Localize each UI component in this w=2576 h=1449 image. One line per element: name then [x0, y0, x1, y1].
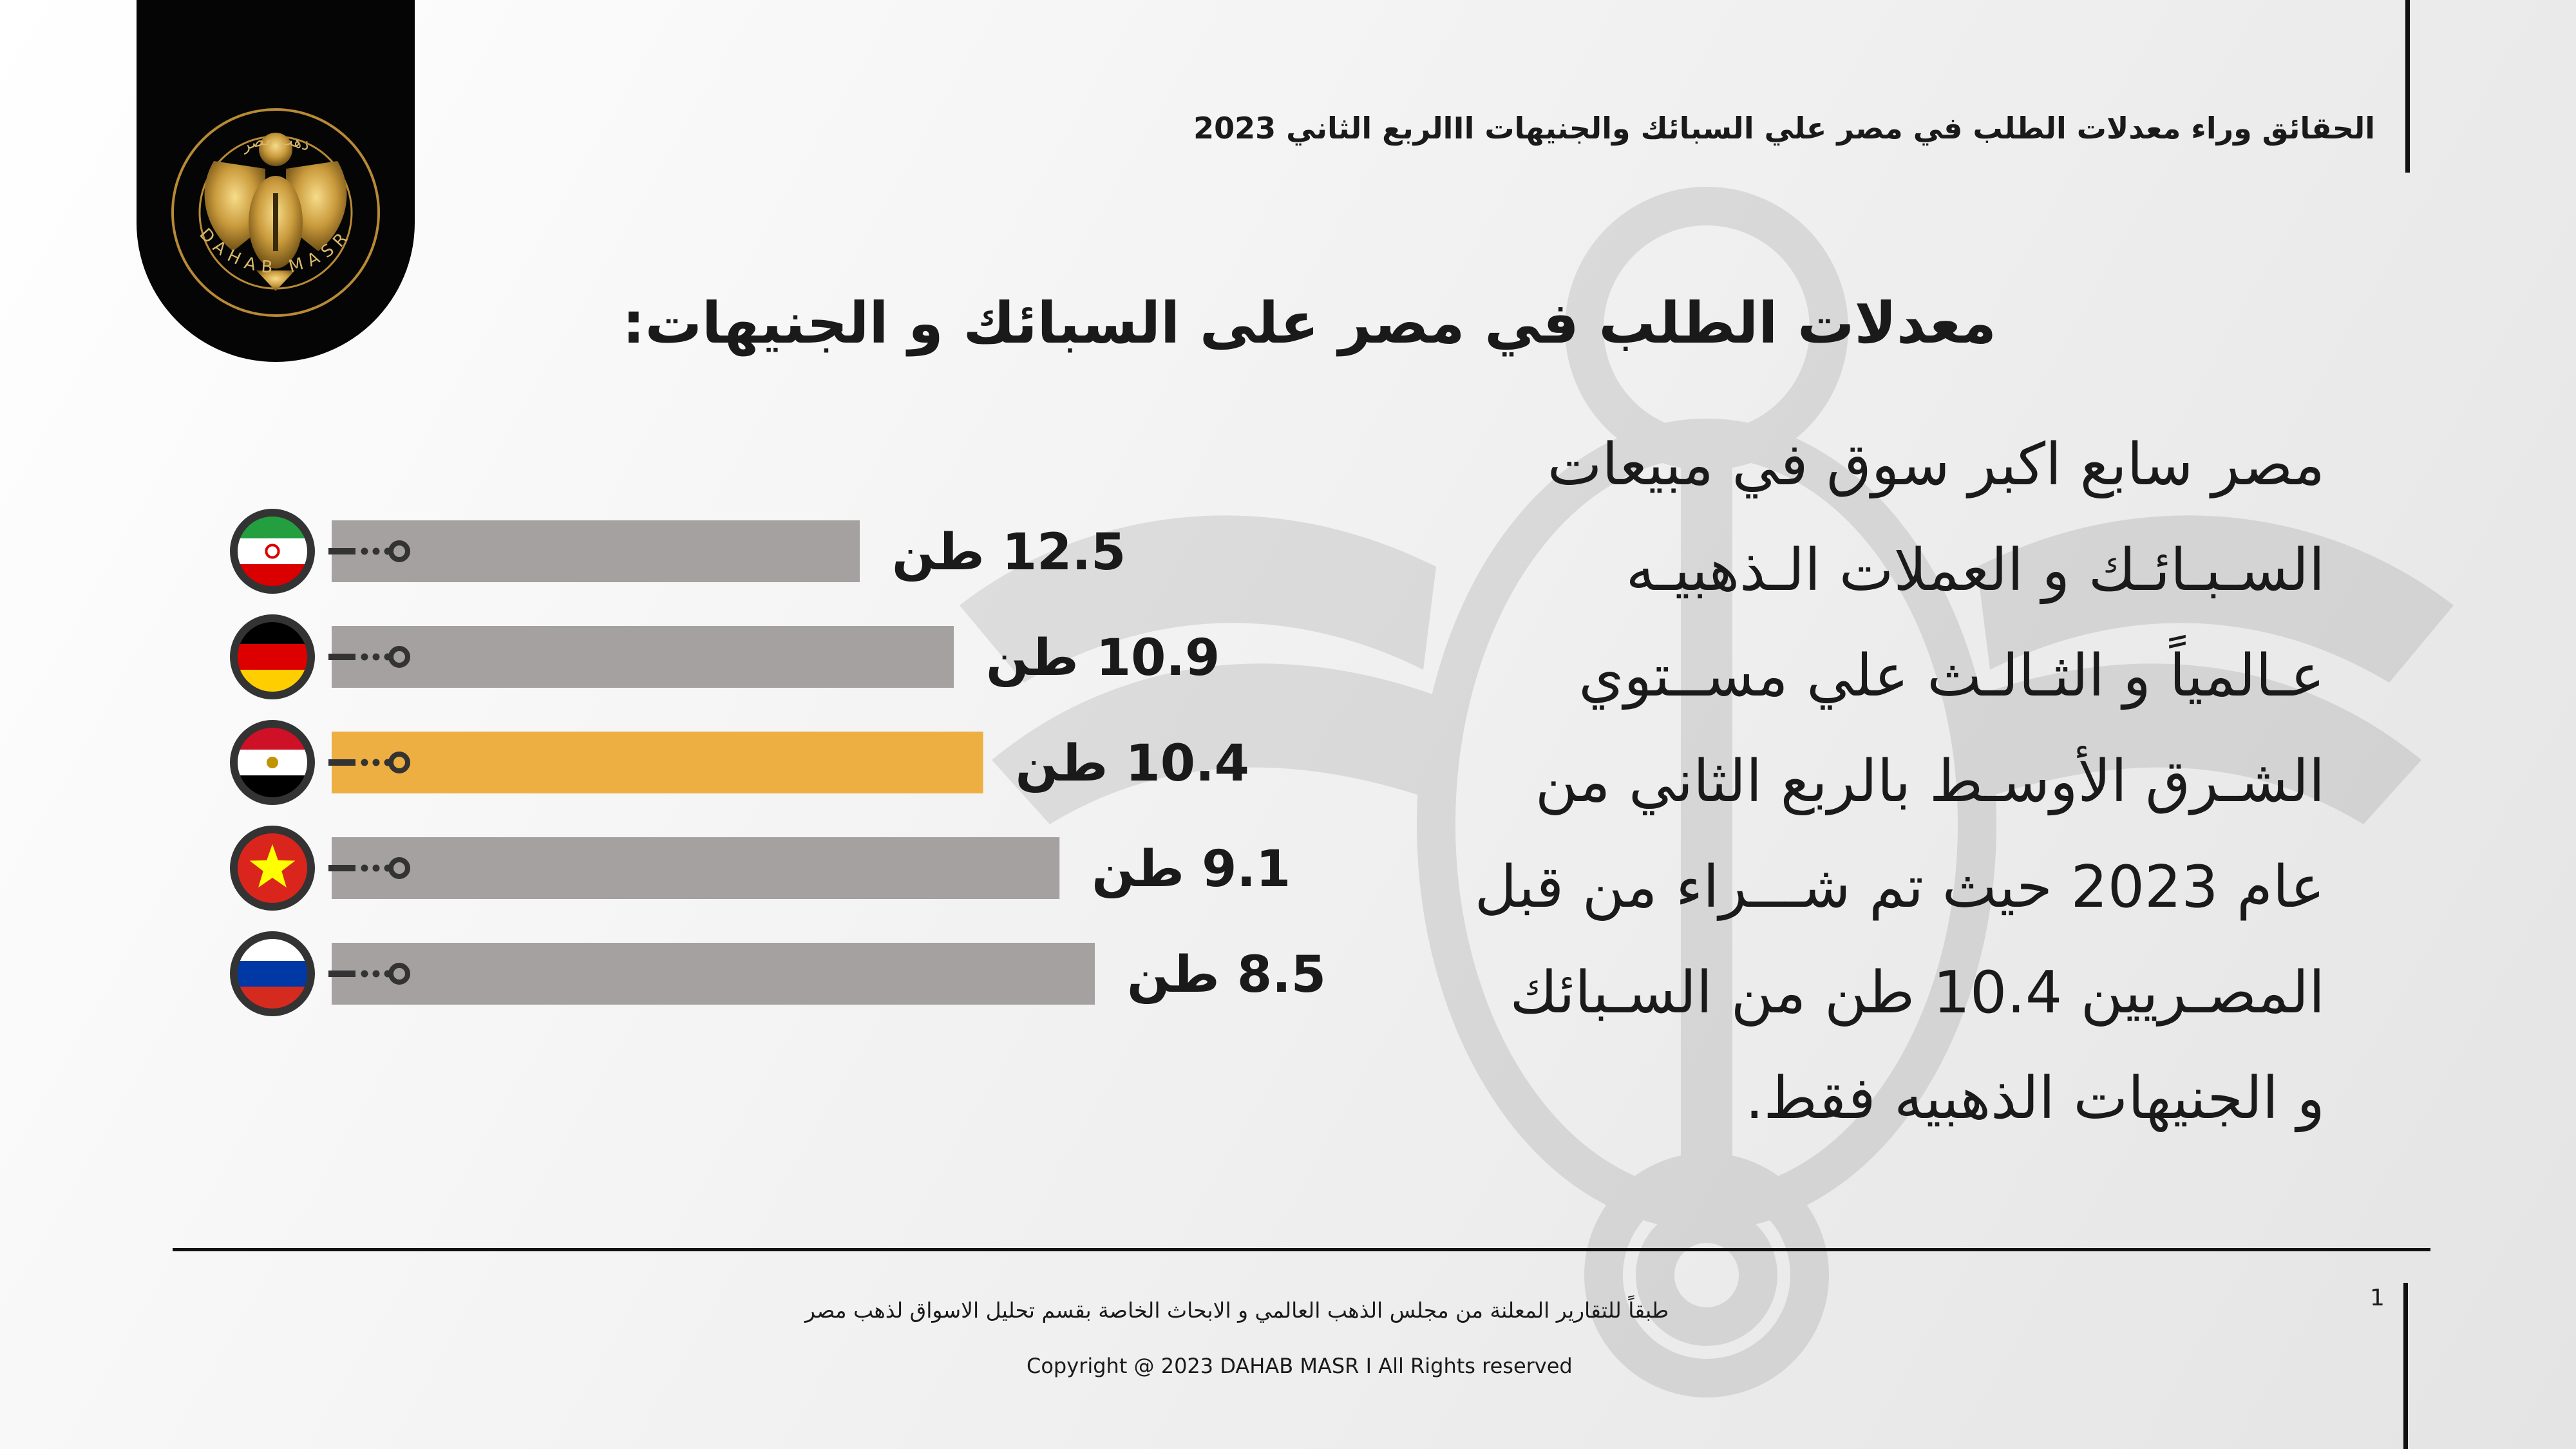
- connector-dot-icon: [328, 752, 410, 773]
- paragraph-line: المصـريين 10.4 طن من السـبائك: [1510, 959, 2325, 1027]
- body-paragraph: مصر سابع اكبر سوق في مبيعات السـبـائـك و…: [1320, 412, 2325, 1151]
- page-number: 1: [2370, 1285, 2385, 1311]
- watermark-scarab-icon: [960, 187, 2454, 1397]
- bar-value-label: 10.4 طن: [1016, 735, 1249, 793]
- iran-flag-icon: [230, 509, 315, 594]
- vietnam-flag-icon: [230, 826, 315, 911]
- russia-flag-icon: [230, 931, 315, 1016]
- paragraph-line: الشـرق الأوسـط بالربع الثاني من: [1535, 748, 2325, 815]
- bar: [332, 626, 954, 688]
- connector-dot-icon: [328, 857, 410, 879]
- footer-vertical-divider: [2403, 1283, 2408, 1449]
- dahab-masr-logo: ذهب مصر DAHAB MASR: [171, 108, 380, 317]
- header-divider: [2405, 0, 2410, 173]
- bar-value-label: 12.5 طن: [892, 524, 1126, 582]
- logo-tab: ذهب مصر DAHAB MASR: [137, 0, 415, 362]
- footer-divider: [173, 1248, 2430, 1251]
- paragraph-line: السـبـائـك و العملات الـذهبيـه: [1625, 536, 2325, 604]
- bar-value-label: 10.9 طن: [986, 629, 1220, 687]
- paragraph-line: و الجنيهات الذهبيه فقط.: [1745, 1065, 2325, 1132]
- source-note: طبقاً للتقارير المعلنة من مجلس الذهب الع…: [805, 1298, 1669, 1323]
- bar: [332, 837, 1060, 899]
- germany-flag-icon: [230, 614, 315, 699]
- chart-row-egypt: 10.4 طن: [230, 720, 1249, 805]
- bar-value-label: 8.5 طن: [1127, 946, 1326, 1004]
- paragraph-line: مصر سابع اكبر سوق في مبيعات: [1547, 431, 2325, 498]
- bar: [332, 520, 860, 582]
- chart-row-iran: 12.5 طن: [230, 509, 1126, 594]
- paragraph-line: عـالمياً و الثـالـث علي مســتوي: [1578, 642, 2325, 710]
- page-title: معدلات الطلب في مصر على السبائك و الجنيه…: [622, 290, 1996, 356]
- connector-dot-icon: [328, 646, 410, 668]
- paragraph-line: عام 2023 حيث تم شـــراء من قبل: [1474, 853, 2325, 921]
- chart-row-germany: 10.9 طن: [230, 614, 1220, 699]
- chart-row-vietnam: 9.1 طن: [230, 826, 1291, 911]
- chart-row-russia: 8.5 طن: [230, 931, 1326, 1016]
- bar-value-label: 9.1 طن: [1092, 840, 1291, 898]
- header-title: الحقائق وراء معدلات الطلب في مصر علي الس…: [1193, 111, 2375, 146]
- bar: [332, 732, 983, 793]
- connector-dot-icon: [328, 963, 410, 985]
- copyright: Copyright @ 2023 DAHAB MASR I All Rights…: [1027, 1354, 1573, 1378]
- egypt-flag-icon: [230, 720, 315, 805]
- connector-dot-icon: [328, 540, 410, 562]
- bar: [332, 943, 1095, 1005]
